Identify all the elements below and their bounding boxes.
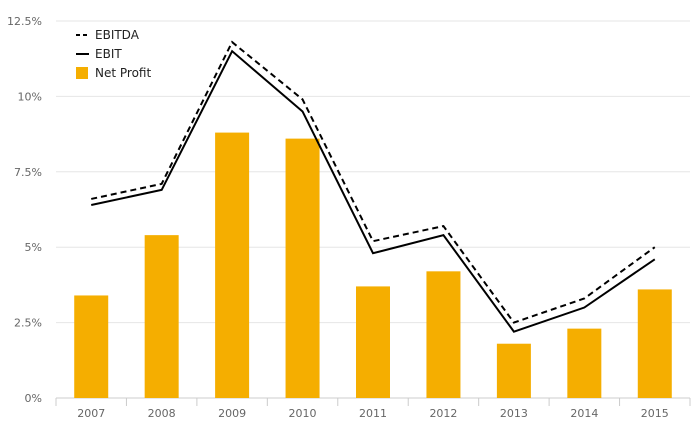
legend-label-ebitda: EBITDA [95,28,140,42]
bar-net-profit-2014 [567,328,602,398]
bar-net-profit-2008 [144,235,179,398]
bar-net-profit-2013 [496,343,531,398]
y-tick-label: 10% [18,90,42,103]
legend-label-net-profit: Net Profit [95,66,151,80]
y-axis: 0% 2.5% 5% 7.5% 10% 12.5% [7,15,42,405]
line-series [91,40,656,333]
bar-net-profit-2011 [356,286,390,398]
x-tick-label: 2007 [77,407,105,420]
y-tick-label: 5% [25,241,42,254]
x-tick-label: 2009 [218,407,246,420]
x-tick-label: 2012 [429,407,457,420]
bar-net-profit-2012 [426,271,461,398]
bar-series-net-profit [74,132,672,399]
bar-net-profit-2009 [215,132,250,399]
legend-swatch-net-profit [76,67,88,79]
bar-net-profit-2010 [285,138,320,398]
x-tick-label: 2015 [641,407,669,420]
y-tick-label: 12.5% [7,15,42,28]
y-tick-label: 0% [25,392,42,405]
x-tick-label: 2011 [359,407,387,420]
line-ebit [91,49,656,333]
x-tick-label: 2013 [500,407,528,420]
bar-net-profit-2015 [637,289,672,398]
x-tick-label: 2014 [570,407,598,420]
y-tick-label: 2.5% [14,317,42,330]
x-axis: 2007 2008 2009 2010 2011 2012 2013 2014 2015 [55,398,691,420]
y-tick-label: 7.5% [14,166,42,179]
legend-label-ebit: EBIT [95,47,122,61]
line-ebitda [91,40,656,324]
x-tick-label: 2008 [148,407,176,420]
legend: EBITDA EBIT Net Profit [76,28,151,80]
bar-net-profit-2007 [74,295,109,398]
x-tick-label: 2010 [289,407,317,420]
